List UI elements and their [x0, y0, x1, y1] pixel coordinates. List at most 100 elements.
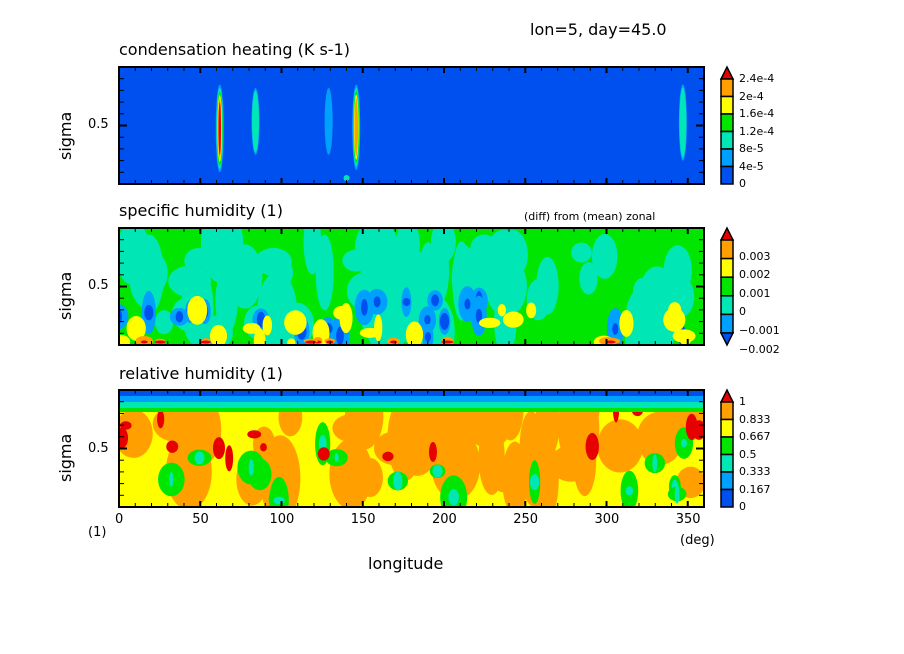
rh-region [428, 442, 437, 462]
rh-region [465, 407, 501, 447]
colorbar-label: 0.833 [739, 412, 771, 426]
humidity-anomaly [579, 261, 598, 295]
colorbar-box [720, 436, 734, 456]
x-tick-label: 350 [675, 512, 701, 527]
humidity-anomaly [359, 327, 380, 338]
colorbar-label: 0.5 [739, 447, 757, 461]
rh-region [260, 443, 267, 452]
rh-region [382, 451, 394, 462]
humidity-anomaly [187, 295, 208, 325]
colorbar-label: 0.002 [739, 268, 771, 282]
colorbar-label: 2e-4 [739, 89, 764, 103]
colorbar-box [720, 95, 734, 115]
humidity-anomaly [679, 333, 692, 345]
colorbar-label: 0.003 [739, 249, 771, 263]
humidity-anomaly [303, 228, 322, 275]
rh-region [247, 430, 262, 439]
humidity-anomaly [336, 326, 344, 345]
colorbar-extend-min [719, 332, 735, 347]
panel3-field [119, 390, 704, 507]
rh-region [259, 435, 301, 507]
humidity-anomaly [439, 312, 450, 330]
colorbar-label: 0.001 [739, 286, 771, 300]
x-tick-label: 300 [594, 512, 620, 527]
humidity-anomaly [339, 303, 353, 334]
panel1-ytick: 0.5 [88, 117, 109, 132]
heating-cell [252, 90, 259, 153]
rh-region [529, 474, 540, 491]
rh-region [273, 496, 285, 505]
humidity-anomaly [591, 233, 618, 279]
x-axis-label: longitude [368, 554, 444, 573]
colorbar-box [720, 401, 734, 421]
colorbar-label: 0 [739, 500, 746, 513]
rh-region [585, 432, 599, 461]
humidity-anomaly [134, 234, 164, 314]
colorbar-label: 4e-5 [739, 159, 764, 173]
rh-region [334, 453, 339, 463]
humidity-anomaly [119, 334, 131, 345]
panel3-ytick: 0.5 [88, 441, 109, 456]
humidity-anomaly [571, 242, 592, 263]
humidity-anomaly [154, 310, 174, 335]
header-info: lon=5, day=45.0 [530, 20, 667, 39]
humidity-anomaly [374, 314, 383, 342]
humidity-anomaly [536, 256, 559, 315]
humidity-anomaly [424, 314, 431, 325]
colorbar-label: −0.002 [739, 342, 780, 356]
humidity-anomaly [619, 309, 634, 337]
rh-region [597, 419, 643, 473]
heating-cell [679, 87, 687, 158]
rh-region [537, 439, 559, 507]
rh-region [393, 471, 403, 491]
panel2-title: specific humidity (1) [119, 201, 283, 220]
humidity-anomaly [144, 304, 154, 321]
humidity-anomaly [126, 316, 146, 341]
colorbar-box [720, 418, 734, 438]
colorbar-box [720, 165, 734, 185]
rh-region [212, 437, 225, 460]
colorbar-box [720, 488, 734, 508]
rh-region [387, 396, 423, 482]
colorbar-label: 0 [739, 305, 746, 319]
humidity-anomaly [478, 317, 501, 329]
colorbar-label: 0.167 [739, 482, 771, 496]
humidity-anomaly [119, 304, 129, 330]
heating-cell [324, 88, 333, 155]
colorbar-label: 8e-5 [739, 142, 764, 155]
humidity-anomaly [262, 315, 273, 336]
rh-region [625, 486, 634, 496]
humidity-anomaly [405, 321, 424, 345]
humidity-anomaly [497, 303, 506, 317]
colorbar-box [720, 148, 734, 168]
rh-region [120, 421, 132, 430]
colorbar-label: 0.333 [739, 465, 771, 478]
x-left-unit: (1) [88, 525, 107, 540]
rh-region [225, 445, 234, 472]
colorbar-box [720, 78, 734, 98]
humidity-anomaly [424, 331, 432, 342]
humidity-anomaly [431, 294, 440, 307]
humidity-anomaly [373, 296, 381, 308]
rh-region [166, 440, 179, 453]
heating-cell [354, 98, 359, 157]
rh-top-band [119, 408, 704, 412]
colorbar-box [720, 239, 734, 260]
colorbar-label: 1.2e-4 [739, 124, 775, 138]
x-unit: (deg) [680, 533, 715, 548]
humidity-anomaly [612, 323, 619, 335]
rh-region [248, 459, 254, 476]
x-tick-label: 200 [432, 512, 457, 527]
heating-cell [218, 102, 221, 155]
colorbar-box [720, 257, 734, 278]
humidity-anomaly [287, 338, 296, 345]
colorbar-label: −0.001 [739, 324, 780, 337]
colorbar-extend-max [719, 388, 735, 403]
x-tick-label: 50 [192, 512, 209, 527]
humidity-anomaly [140, 340, 148, 344]
rh-region [180, 394, 222, 466]
colorbar-extend-max [719, 65, 735, 80]
rh-region [432, 464, 443, 478]
x-tick-label: 150 [350, 512, 376, 527]
